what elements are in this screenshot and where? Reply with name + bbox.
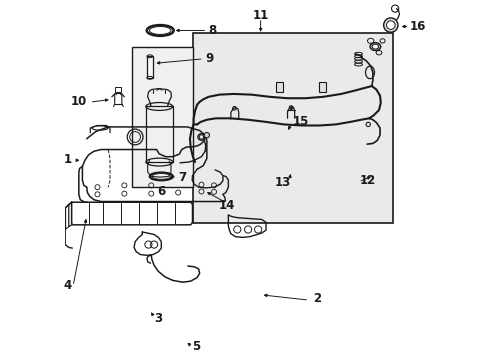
Text: 10: 10 xyxy=(70,95,86,108)
Bar xyxy=(192,33,392,223)
Circle shape xyxy=(386,21,394,30)
Circle shape xyxy=(383,18,397,32)
Text: 3: 3 xyxy=(154,311,162,325)
Bar xyxy=(145,107,172,162)
Text: 14: 14 xyxy=(219,199,235,212)
Text: 9: 9 xyxy=(204,52,213,65)
Text: 6: 6 xyxy=(157,185,165,198)
Text: 13: 13 xyxy=(275,176,291,189)
Text: 7: 7 xyxy=(178,171,186,184)
Ellipse shape xyxy=(203,132,209,138)
Text: 2: 2 xyxy=(312,292,320,305)
Text: 5: 5 xyxy=(192,340,201,353)
Text: 8: 8 xyxy=(208,24,217,37)
Bar xyxy=(276,82,283,93)
Ellipse shape xyxy=(371,44,378,49)
Text: 15: 15 xyxy=(292,116,308,129)
Text: 1: 1 xyxy=(63,153,72,166)
Bar xyxy=(131,47,192,187)
Ellipse shape xyxy=(369,42,380,50)
Bar xyxy=(115,87,121,92)
Bar xyxy=(319,82,325,93)
Text: 12: 12 xyxy=(359,174,375,187)
Text: 16: 16 xyxy=(409,20,426,33)
Text: 4: 4 xyxy=(63,279,72,292)
Text: 11: 11 xyxy=(252,9,268,22)
Bar xyxy=(147,56,152,78)
